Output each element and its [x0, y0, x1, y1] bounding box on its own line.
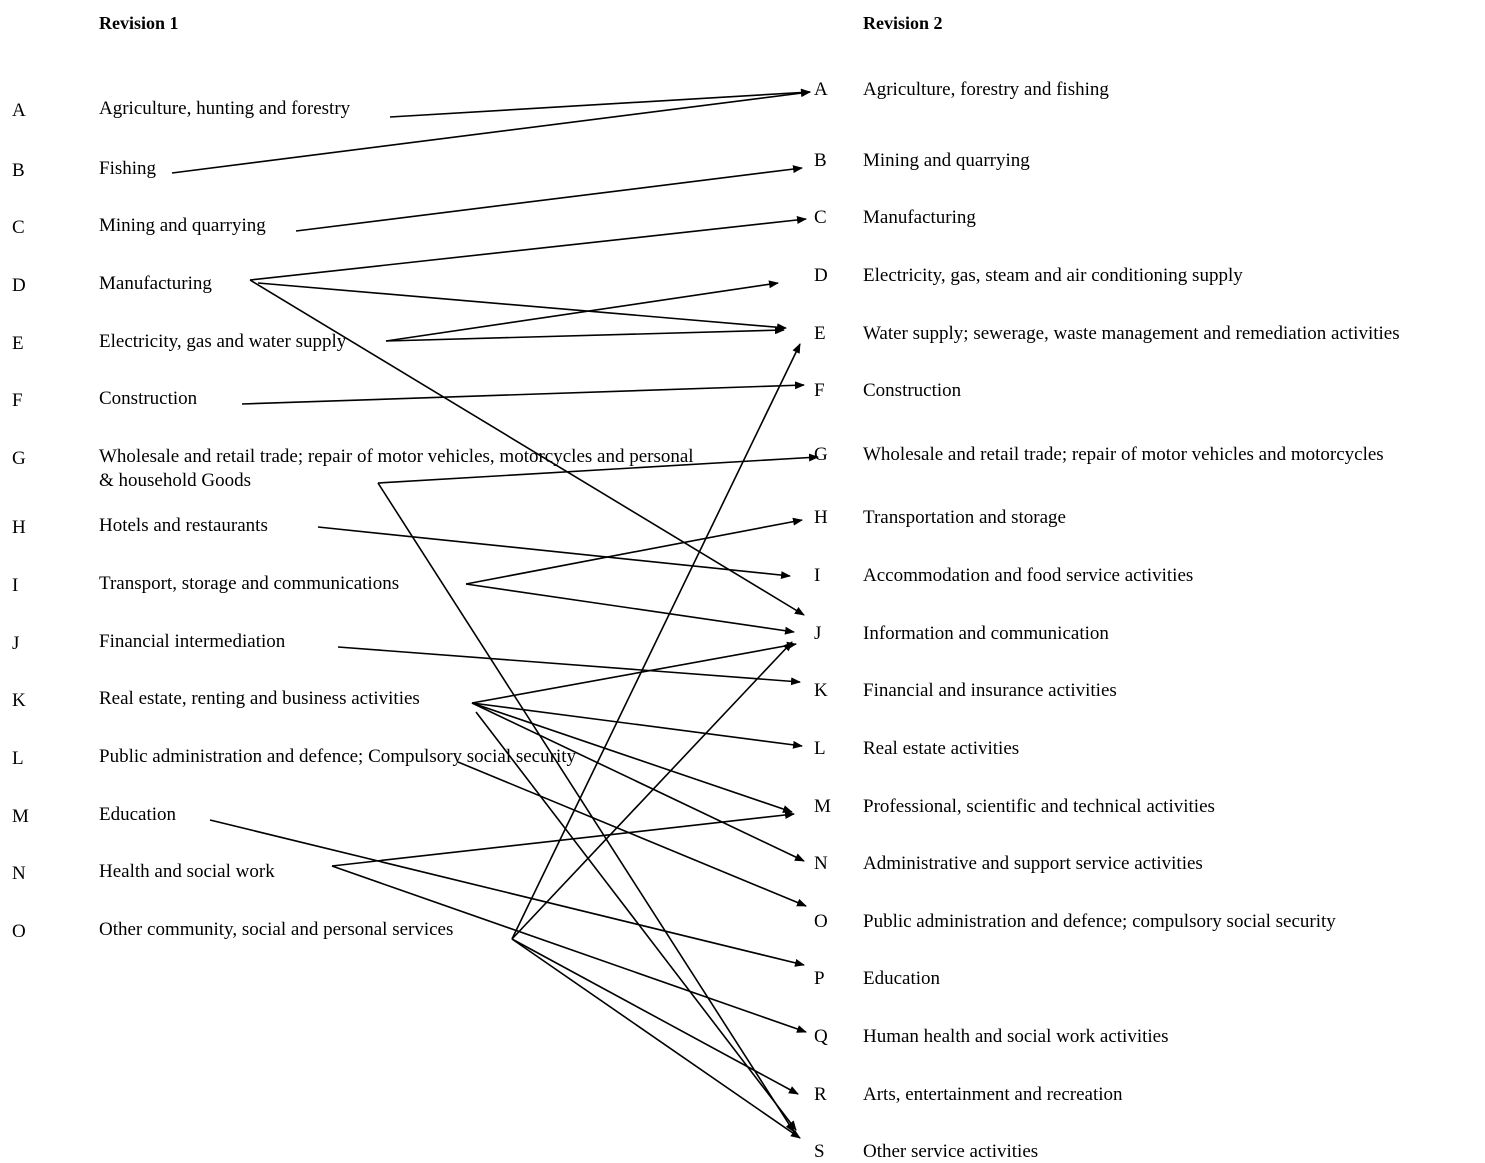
- rev1-code-f: F: [12, 390, 23, 412]
- rev2-code-q: Q: [814, 1026, 828, 1048]
- rev1-code-l: L: [12, 748, 24, 770]
- rev1-label-i: Transport, storage and communications: [99, 573, 400, 595]
- rev2-code-g: G: [814, 444, 828, 466]
- rev2-label-g: Wholesale and retail trade; repair of mo…: [863, 444, 1384, 466]
- rev2-code-i: I: [814, 565, 821, 587]
- arrow-h-to-i: [317, 526, 791, 580]
- rev1-code-j: J: [12, 633, 20, 655]
- rev1-label-a: Agriculture, hunting and forestry: [99, 98, 351, 120]
- rev2-code-b: B: [814, 150, 827, 172]
- rev1-code-k: K: [12, 690, 26, 712]
- rev2-code-r: R: [814, 1084, 827, 1106]
- arrow-f-to-f: [241, 381, 805, 405]
- rev1-label-o: Other community, social and personal ser…: [99, 919, 454, 941]
- rev1-code-d: D: [12, 275, 26, 297]
- arrow-d-to-e: [257, 282, 787, 332]
- rev2-code-s: S: [814, 1141, 825, 1163]
- arrow-i-to-j: [465, 583, 795, 635]
- arrow-l-to-o: [457, 761, 807, 907]
- rev2-label-f: Construction: [863, 380, 962, 402]
- rev2-code-j: J: [814, 623, 822, 645]
- rev2-label-d: Electricity, gas, steam and air conditio…: [863, 265, 1243, 287]
- arrow-k-to-s: [475, 711, 797, 1131]
- rev2-code-f: F: [814, 380, 825, 402]
- arrow-k-to-j: [471, 641, 797, 704]
- rev1-label-f: Construction: [99, 388, 198, 410]
- rev2-label-m: Professional, scientific and technical a…: [863, 796, 1215, 818]
- rev2-code-n: N: [814, 853, 828, 875]
- rev1-code-e: E: [12, 333, 24, 355]
- rev2-code-m: M: [814, 796, 831, 818]
- arrow-e-to-e: [385, 326, 785, 342]
- rev2-label-k: Financial and insurance activities: [863, 680, 1117, 702]
- rev2-code-h: H: [814, 507, 828, 529]
- arrow-n-to-q: [331, 865, 807, 1033]
- rev1-label-m: Education: [99, 804, 177, 826]
- rev1-code-i: I: [12, 575, 19, 597]
- rev2-code-k: K: [814, 680, 828, 702]
- rev1-code-h: H: [12, 517, 26, 539]
- rev2-label-n: Administrative and support service activ…: [863, 853, 1203, 875]
- rev2-label-h: Transportation and storage: [863, 507, 1066, 529]
- rev2-code-d: D: [814, 265, 828, 287]
- rev1-label-k: Real estate, renting and business activi…: [99, 688, 420, 710]
- rev2-label-r: Arts, entertainment and recreation: [863, 1084, 1123, 1106]
- arrow-d-to-c: [249, 216, 807, 281]
- rev1-code-g: G: [12, 448, 26, 470]
- rev1-label-h: Hotels and restaurants: [99, 515, 268, 537]
- arrow-k-to-n: [471, 702, 805, 862]
- arrow-o-to-r: [511, 938, 799, 1095]
- rev2-code-c: C: [814, 207, 827, 229]
- arrow-e-to-d: [385, 280, 779, 342]
- arrow-g-to-s: [377, 482, 795, 1133]
- rev1-code-n: N: [12, 863, 26, 885]
- rev2-label-s: Other service activities: [863, 1141, 1039, 1163]
- rev1-code-o: O: [12, 921, 26, 943]
- rev1-code-c: C: [12, 217, 25, 239]
- rev2-label-o: Public administration and defence; compu…: [863, 911, 1336, 933]
- arrow-j-to-k: [337, 646, 801, 686]
- rev2-label-p: Education: [863, 968, 941, 990]
- rev2-code-a: A: [814, 79, 828, 101]
- rev1-code-a: A: [12, 100, 26, 122]
- arrow-m-to-p: [209, 819, 805, 967]
- rev1-label-g: Wholesale and retail trade; repair of mo…: [99, 446, 694, 491]
- rev1-label-e: Electricity, gas and water supply: [99, 331, 347, 353]
- rev2-label-i: Accommodation and food service activitie…: [863, 565, 1194, 587]
- rev1-label-j: Financial intermediation: [99, 631, 286, 653]
- rev1-label-n: Health and social work: [99, 861, 275, 883]
- rev2-label-a: Agriculture, forestry and fishing: [863, 79, 1109, 101]
- arrow-o-to-s: [511, 938, 801, 1139]
- rev2-code-e: E: [814, 323, 826, 345]
- arrow-o-to-e: [511, 343, 801, 940]
- arrow-o-to-j: [511, 641, 793, 940]
- rev1-label-b: Fishing: [99, 158, 157, 180]
- rev2-code-o: O: [814, 911, 828, 933]
- rev2-label-q: Human health and social work activities: [863, 1026, 1169, 1048]
- rev2-label-l: Real estate activities: [863, 738, 1020, 760]
- rev1-label-c: Mining and quarrying: [99, 215, 266, 237]
- rev2-label-e: Water supply; sewerage, waste management…: [863, 323, 1400, 345]
- rev1-label-d: Manufacturing: [99, 273, 212, 295]
- revision-1-heading: Revision 1: [99, 13, 179, 33]
- revision-2-heading: Revision 2: [863, 13, 943, 33]
- rev2-label-j: Information and communication: [863, 623, 1109, 645]
- rev2-code-p: P: [814, 968, 825, 990]
- rev1-code-b: B: [12, 160, 25, 182]
- arrow-n-to-m: [331, 811, 795, 867]
- rev1-label-l: Public administration and defence; Compu…: [99, 746, 577, 768]
- rev2-label-b: Mining and quarrying: [863, 150, 1030, 172]
- rev2-code-l: L: [814, 738, 826, 760]
- rev1-code-m: M: [12, 806, 29, 828]
- arrow-a-to-a: [389, 88, 811, 118]
- arrow-c-to-b: [295, 165, 803, 232]
- arrow-k-to-l: [471, 702, 803, 749]
- rev2-label-c: Manufacturing: [863, 207, 976, 229]
- arrow-i-to-h: [465, 517, 803, 585]
